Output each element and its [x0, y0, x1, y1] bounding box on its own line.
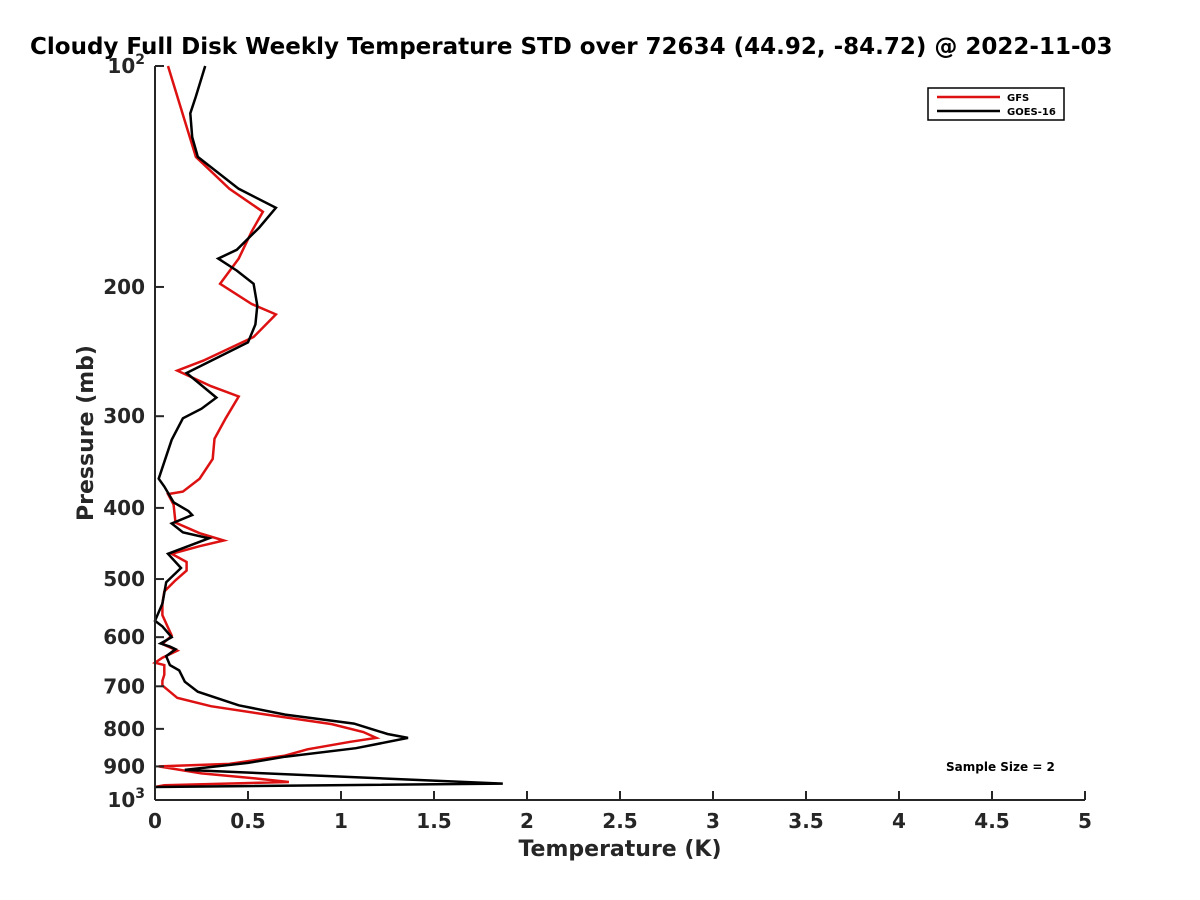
- x-tick-label: 1: [334, 809, 348, 833]
- legend-box: [927, 87, 1065, 121]
- chart-title: Cloudy Full Disk Weekly Temperature STD …: [30, 34, 1113, 60]
- x-tick-label: 1.5: [416, 809, 451, 833]
- y-tick-label: 200: [103, 275, 145, 299]
- legend: GFS GOES-16: [927, 87, 1065, 121]
- x-tick-label: 0.5: [230, 809, 265, 833]
- plot-area: [155, 66, 1085, 800]
- x-tick-label: 3.5: [788, 809, 823, 833]
- legend-gfs-label: GFS: [1007, 93, 1029, 104]
- y-axis-title: Pressure (mb): [74, 345, 99, 521]
- x-ticks: 0 0.5 1 1.5 2 2.5 3 3.5 4 4.5 5: [148, 791, 1092, 833]
- y-tick-label: 800: [103, 717, 145, 741]
- x-tick-label: 0: [148, 809, 162, 833]
- series-line-gfs: [152, 65, 381, 789]
- x-tick-label: 3: [706, 809, 720, 833]
- y-tick-label: 700: [103, 674, 145, 698]
- y-tick-label: 400: [103, 496, 145, 520]
- y-tick-label: 600: [103, 625, 145, 649]
- x-tick-label: 2.5: [602, 809, 637, 833]
- legend-goes-label: GOES-16: [1007, 107, 1056, 118]
- series-layer: [152, 65, 503, 789]
- x-tick-label: 4: [892, 809, 906, 833]
- y-tick-label: 900: [103, 754, 145, 778]
- x-axis-title: Temperature (K): [518, 837, 721, 862]
- y-tick-label: 300: [103, 404, 145, 428]
- y-tick-label: 500: [103, 567, 145, 591]
- x-tick-label: 5: [1078, 809, 1092, 833]
- sample-size-annotation: Sample Size = 2: [946, 760, 1055, 774]
- x-tick-label: 4.5: [974, 809, 1009, 833]
- x-tick-label: 2: [520, 809, 534, 833]
- series-line-goes-16: [153, 65, 503, 789]
